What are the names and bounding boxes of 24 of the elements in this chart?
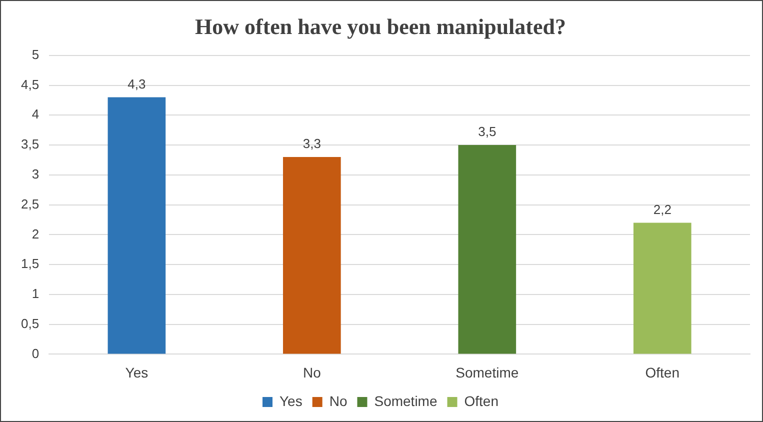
- y-tick-label: 5: [32, 46, 40, 62]
- data-label: 4,3: [128, 76, 146, 92]
- x-tick-label: Often: [645, 364, 680, 380]
- legend-label: Sometime: [374, 392, 438, 409]
- y-tick-label: 2,5: [20, 196, 40, 212]
- y-tick-label: 4,5: [20, 76, 40, 92]
- legend-label: Yes: [280, 392, 302, 409]
- y-tick-label: 2: [32, 226, 40, 242]
- x-tick-label: Sometime: [456, 364, 519, 380]
- y-tick-label: 0,5: [20, 316, 40, 331]
- x-tick-label: No: [302, 364, 322, 380]
- x-tick-label: Yes: [125, 364, 148, 380]
- y-tick-label: 1,5: [20, 256, 40, 272]
- data-label: 2,2: [653, 202, 672, 217]
- data-label: 3,3: [302, 136, 321, 152]
- legend-label: Often: [464, 392, 499, 409]
- chart-title: How often have you been manipulated?: [195, 14, 566, 39]
- y-tick-label: 4: [32, 106, 40, 122]
- y-tick-label: 3,5: [20, 136, 40, 152]
- y-tick-label: 1: [32, 286, 40, 302]
- y-tick-label: 0: [32, 346, 40, 361]
- y-tick-label: 3: [32, 166, 40, 182]
- data-label: 3,5: [478, 124, 496, 140]
- legend-label: No: [329, 392, 348, 409]
